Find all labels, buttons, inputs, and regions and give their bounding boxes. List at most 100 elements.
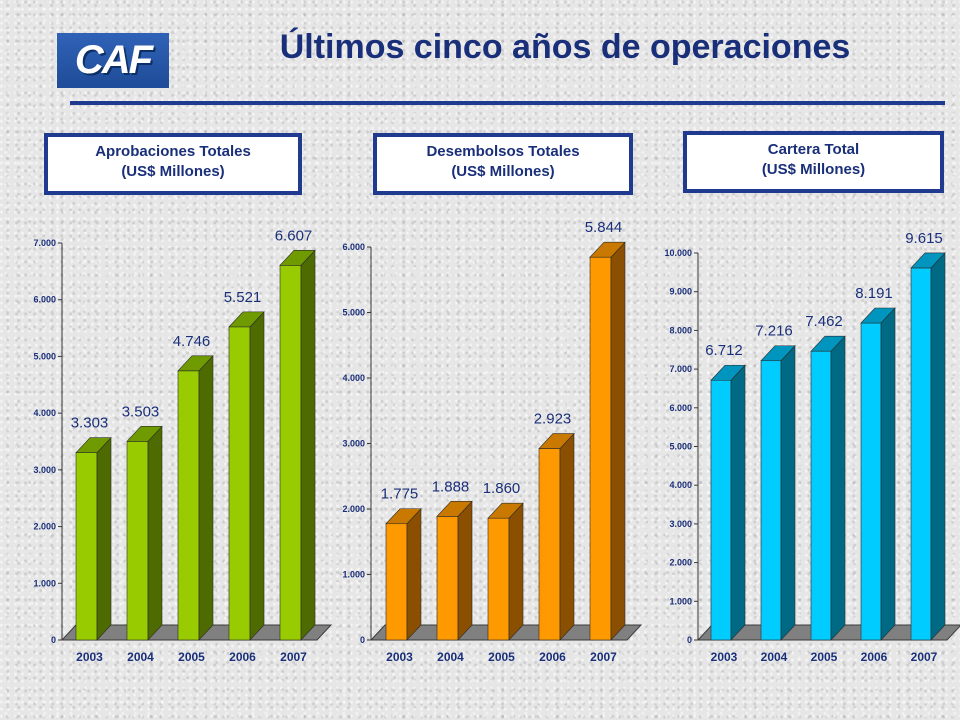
- data-label: 2.923: [534, 411, 572, 428]
- y-axis-tick-label: 7.000: [669, 364, 692, 374]
- bar: [710, 379, 732, 641]
- panel-label-desembolsos: Desembolsos Totales (US$ Millones): [373, 133, 633, 195]
- data-label: 9.615: [905, 230, 943, 247]
- bar-side: [780, 344, 796, 641]
- y-axis-tick-label: 10.000: [664, 248, 692, 258]
- bar: [385, 523, 408, 641]
- data-label: 5.844: [585, 219, 623, 236]
- bar-top: [487, 502, 524, 519]
- bar-side: [198, 355, 214, 641]
- bar-side: [300, 249, 316, 641]
- page-title: Últimos cinco años de operaciones: [279, 28, 851, 66]
- bar-top: [760, 345, 796, 362]
- bar-top: [538, 433, 575, 449]
- panel-label-line1: Desembolsos Totales: [426, 143, 580, 160]
- y-axis-tick-label: 6.000: [342, 242, 365, 252]
- y-axis-tick-label: 0: [687, 635, 692, 645]
- y-axis-tick-label: 0: [360, 635, 365, 645]
- y-axis-tick-label: 8.000: [669, 325, 692, 335]
- data-label: 4.746: [173, 333, 211, 350]
- data-label: 3.303: [71, 415, 109, 432]
- y-axis-tick-label: 1.000: [669, 596, 692, 606]
- bar-top: [228, 311, 265, 328]
- y-axis-tick-label: 6.000: [669, 403, 692, 413]
- x-axis-tick-label: 2004: [127, 650, 154, 664]
- bar: [538, 448, 561, 641]
- bar: [589, 256, 612, 641]
- x-axis-tick-label: 2007: [590, 650, 617, 664]
- bar-top: [860, 307, 896, 324]
- bar-side: [610, 241, 626, 641]
- x-axis-tick-label: 2003: [386, 650, 413, 664]
- x-axis-tick-label: 2006: [861, 650, 888, 664]
- y-axis-tick-label: 5.000: [33, 351, 56, 361]
- x-axis-tick-label: 2003: [711, 650, 738, 664]
- bar: [177, 370, 200, 641]
- bar-top: [385, 508, 422, 525]
- y-axis-tick-label: 3.000: [669, 519, 692, 529]
- caf-logo: CAF: [57, 33, 169, 88]
- bar: [860, 322, 882, 641]
- bar-side: [880, 307, 896, 641]
- logo-text: CAF: [74, 38, 153, 82]
- panel-label-aprobaciones: Aprobaciones Totales (US$ Millones): [44, 133, 302, 195]
- x-axis-tick-label: 2006: [229, 650, 256, 664]
- y-axis-tick-label: 4.000: [342, 373, 365, 383]
- x-axis-tick-label: 2007: [280, 650, 307, 664]
- bar-side: [147, 425, 163, 641]
- bar-side: [730, 364, 746, 641]
- x-axis-tick-label: 2007: [911, 650, 938, 664]
- data-label: 1.775: [381, 486, 419, 503]
- y-axis-tick-label: 4.000: [669, 480, 692, 490]
- y-axis-tick-label: 2.000: [342, 504, 365, 514]
- bar: [436, 516, 459, 641]
- bar: [279, 264, 302, 641]
- y-axis-tick-label: 5.000: [342, 308, 365, 318]
- y-axis-tick-label: 9.000: [669, 287, 692, 297]
- data-label: 1.888: [432, 478, 470, 495]
- x-axis-tick-label: 2005: [488, 650, 515, 664]
- x-axis-tick-label: 2005: [178, 650, 205, 664]
- bar-top: [710, 364, 746, 381]
- bar-side: [249, 311, 265, 641]
- panel-label-line1: Aprobaciones Totales: [95, 143, 251, 160]
- y-axis-tick-label: 3.000: [33, 465, 56, 475]
- data-label: 6.712: [705, 342, 743, 359]
- bar-top: [177, 355, 214, 372]
- panel-label-line2: (US$ Millones): [451, 163, 555, 180]
- bar: [126, 441, 149, 641]
- bar: [228, 326, 251, 641]
- bar-top: [126, 426, 163, 442]
- panel-label-line1: Cartera Total: [767, 141, 860, 158]
- bar-side: [508, 502, 524, 641]
- bar-top: [75, 437, 112, 453]
- bar-side: [96, 436, 112, 641]
- bar: [75, 452, 98, 641]
- bar-side: [559, 432, 575, 641]
- bar: [810, 350, 832, 641]
- panel-label-line2: (US$ Millones): [761, 161, 866, 178]
- bar-side: [457, 500, 473, 641]
- x-axis-tick-label: 2004: [437, 650, 464, 664]
- bar-top: [436, 501, 473, 517]
- bar-side: [406, 507, 422, 641]
- y-axis-tick-label: 2.000: [669, 558, 692, 568]
- x-axis-tick-label: 2006: [539, 650, 566, 664]
- x-axis-tick-label: 2004: [761, 650, 788, 664]
- y-axis-tick-label: 7.000: [33, 238, 56, 248]
- x-axis-tick-label: 2005: [811, 650, 838, 664]
- bar: [910, 267, 932, 641]
- y-axis-tick-label: 1.000: [342, 570, 365, 580]
- data-label: 1.860: [483, 480, 521, 497]
- bar: [760, 360, 782, 641]
- panel-label-cartera: Cartera Total (US$ Millones): [683, 131, 944, 193]
- data-label: 6.607: [275, 227, 313, 244]
- bar-side: [930, 252, 946, 641]
- bar-side: [830, 335, 846, 641]
- bar-top: [279, 249, 316, 266]
- data-label: 8.191: [855, 285, 893, 302]
- bar-top: [810, 335, 846, 352]
- data-label: 7.216: [755, 323, 793, 340]
- y-axis-tick-label: 1.000: [33, 578, 56, 588]
